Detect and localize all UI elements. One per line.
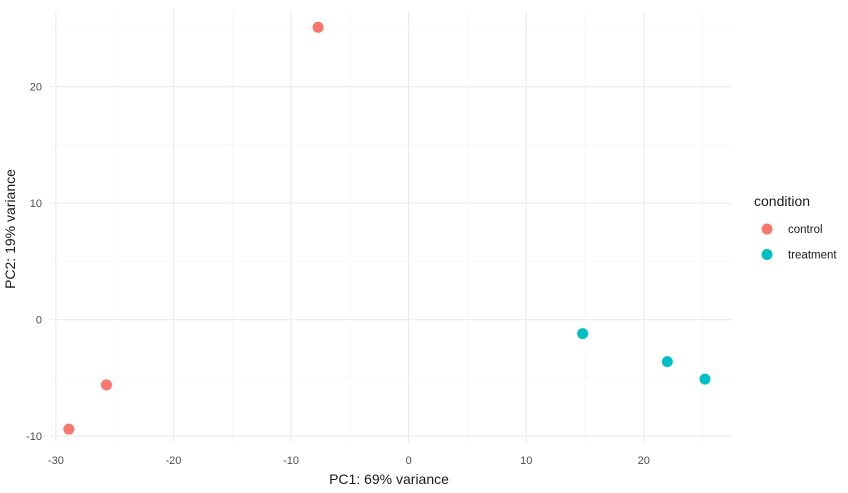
legend-items: control treatment — [761, 223, 837, 262]
y-tick-label: -10 — [26, 431, 42, 443]
x-axis-title: PC1: 69% variance — [329, 471, 449, 487]
data-point-treatment — [577, 328, 589, 340]
legend-label-control: control — [788, 224, 823, 236]
data-point-control — [312, 21, 324, 33]
x-tick-label: 20 — [638, 455, 650, 467]
x-axis-ticks: -30 -20 -10 0 10 20 — [48, 455, 650, 467]
y-tick-label: 20 — [30, 82, 42, 94]
data-point-control — [100, 379, 112, 391]
x-tick-label: -20 — [166, 455, 182, 467]
y-tick-label: 0 — [36, 315, 42, 327]
x-tick-label: 0 — [406, 455, 412, 467]
legend-label-treatment: treatment — [788, 250, 837, 262]
x-tick-label: 10 — [520, 455, 532, 467]
y-tick-label: 10 — [30, 198, 42, 210]
data-point-treatment — [661, 356, 673, 368]
data-point-treatment — [699, 373, 711, 385]
x-tick-label: -30 — [48, 455, 64, 467]
points-layer — [63, 21, 711, 435]
y-axis-ticks: -10 0 10 20 — [26, 82, 42, 443]
legend: condition control treatment — [754, 193, 837, 262]
x-tick-label: -10 — [283, 455, 299, 467]
legend-key-treatment — [761, 249, 773, 260]
data-point-control — [63, 423, 75, 435]
y-axis-title: PC2: 19% variance — [2, 169, 18, 289]
grid-layer — [50, 11, 732, 442]
legend-title: condition — [754, 193, 810, 209]
legend-key-control — [761, 223, 773, 235]
